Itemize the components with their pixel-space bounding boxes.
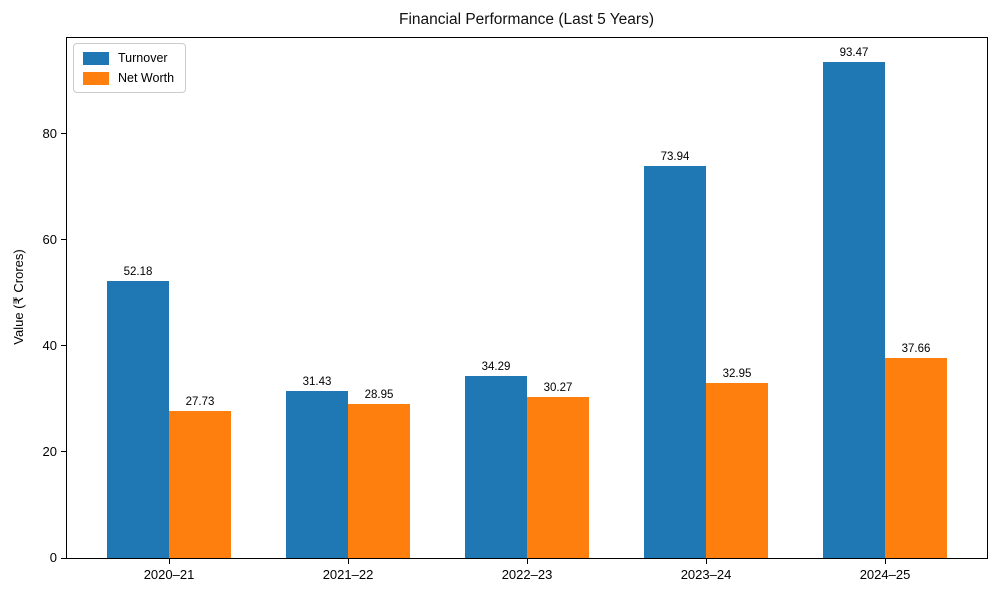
bar-turnover-2024-25 — [823, 62, 885, 558]
y-axis-tick-80 — [61, 133, 67, 134]
x-axis-tick-label-2022-23: 2022–23 — [501, 567, 553, 582]
x-axis-tick-2024-25 — [884, 558, 886, 564]
legend-swatch-turnover-icon — [83, 51, 109, 65]
bar-turnover-2021-22 — [286, 391, 348, 558]
bar-label-net-worth-2020-21: 27.73 — [185, 395, 215, 408]
x-axis-tick-2020-21 — [168, 558, 170, 564]
bar-label-turnover-2020-21: 52.18 — [123, 266, 153, 279]
x-axis-tick-label-2021-22: 2021–22 — [322, 567, 374, 582]
y-axis-label: Value (₹ Crores) — [11, 249, 26, 345]
bar-net-worth-2023-24 — [706, 383, 768, 558]
bar-net-worth-2024-25 — [885, 358, 947, 558]
y-axis-tick-label-0: 0 — [49, 550, 57, 565]
legend: Turnover Net Worth — [73, 43, 187, 93]
bar-label-net-worth-2022-23: 30.27 — [543, 382, 573, 395]
x-axis-tick-2021-22 — [347, 558, 349, 564]
y-axis-tick-60 — [61, 239, 67, 241]
bar-label-net-worth-2023-24: 32.95 — [722, 368, 752, 381]
bar-net-worth-2022-23 — [527, 397, 589, 558]
bar-label-turnover-2022-23: 34.29 — [481, 361, 511, 374]
bar-label-net-worth-2021-22: 28.95 — [364, 389, 394, 402]
y-axis-tick-0 — [61, 557, 67, 559]
legend-label-net-worth: Net Worth — [118, 71, 175, 85]
y-axis-tick-label-60: 60 — [42, 231, 57, 247]
bar-label-turnover-2024-25: 93.47 — [839, 47, 869, 60]
bar-turnover-2023-24 — [644, 165, 706, 558]
x-axis-tick-label-2023-24: 2023–24 — [680, 567, 732, 582]
bar-net-worth-2020-21 — [169, 410, 231, 558]
x-axis-tick-2023-24 — [705, 558, 707, 564]
x-axis-tick-label-2024-25: 2024–25 — [859, 567, 911, 582]
plot-area: Turnover Net Worth 0 20 40 60 80 2020–21 52.18… — [43, 37, 988, 582]
bar-label-turnover-2023-24: 73.94 — [660, 150, 690, 163]
bar-label-net-worth-2024-25: 37.66 — [901, 343, 931, 356]
bar-net-worth-2021-22 — [348, 404, 410, 558]
y-axis-tick-label-20: 20 — [42, 443, 57, 459]
chart-title: Financial Performance (Last 5 Years) — [398, 11, 655, 28]
legend-item-net-worth: Net Worth — [83, 71, 174, 85]
y-axis-tick-20 — [61, 451, 67, 453]
bar-label-turnover-2021-22: 31.43 — [302, 376, 332, 389]
legend-label-turnover: Turnover — [118, 51, 168, 65]
y-axis-tick-label-40: 40 — [42, 337, 57, 353]
y-axis-tick-40 — [61, 345, 67, 347]
legend-swatch-net-worth-icon — [83, 71, 109, 85]
bar-turnover-2020-21 — [107, 281, 169, 558]
x-axis-tick-label-2020-21: 2020–21 — [143, 567, 195, 582]
y-axis-tick-label-80: 80 — [42, 125, 57, 141]
x-axis-tick-2022-23 — [526, 558, 528, 564]
bar-turnover-2022-23 — [465, 376, 527, 558]
legend-item-turnover: Turnover — [83, 51, 174, 65]
